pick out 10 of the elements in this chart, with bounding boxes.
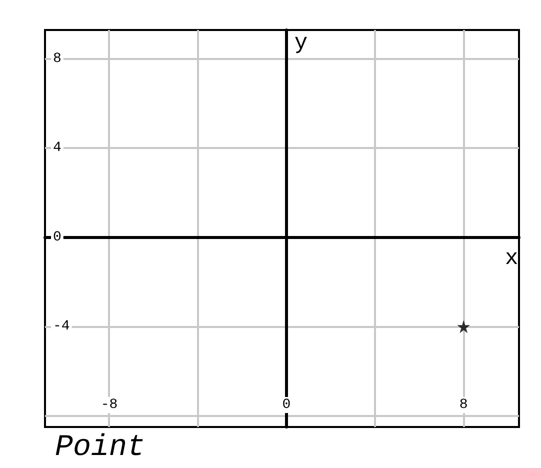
y-tick-label: 0 xyxy=(53,229,62,246)
y-tick-label: -4 xyxy=(53,318,70,335)
x-tick-label: 0 xyxy=(282,397,291,413)
y-tick-label: 8 xyxy=(53,50,62,67)
y-axis-title: y xyxy=(294,30,308,56)
x-tick-label: 8 xyxy=(459,397,468,413)
text: Point xyxy=(55,431,146,465)
x-tick-label: -8 xyxy=(100,397,118,413)
y-tick-label: 4 xyxy=(53,140,62,156)
x-axis-title: x xyxy=(505,246,518,271)
